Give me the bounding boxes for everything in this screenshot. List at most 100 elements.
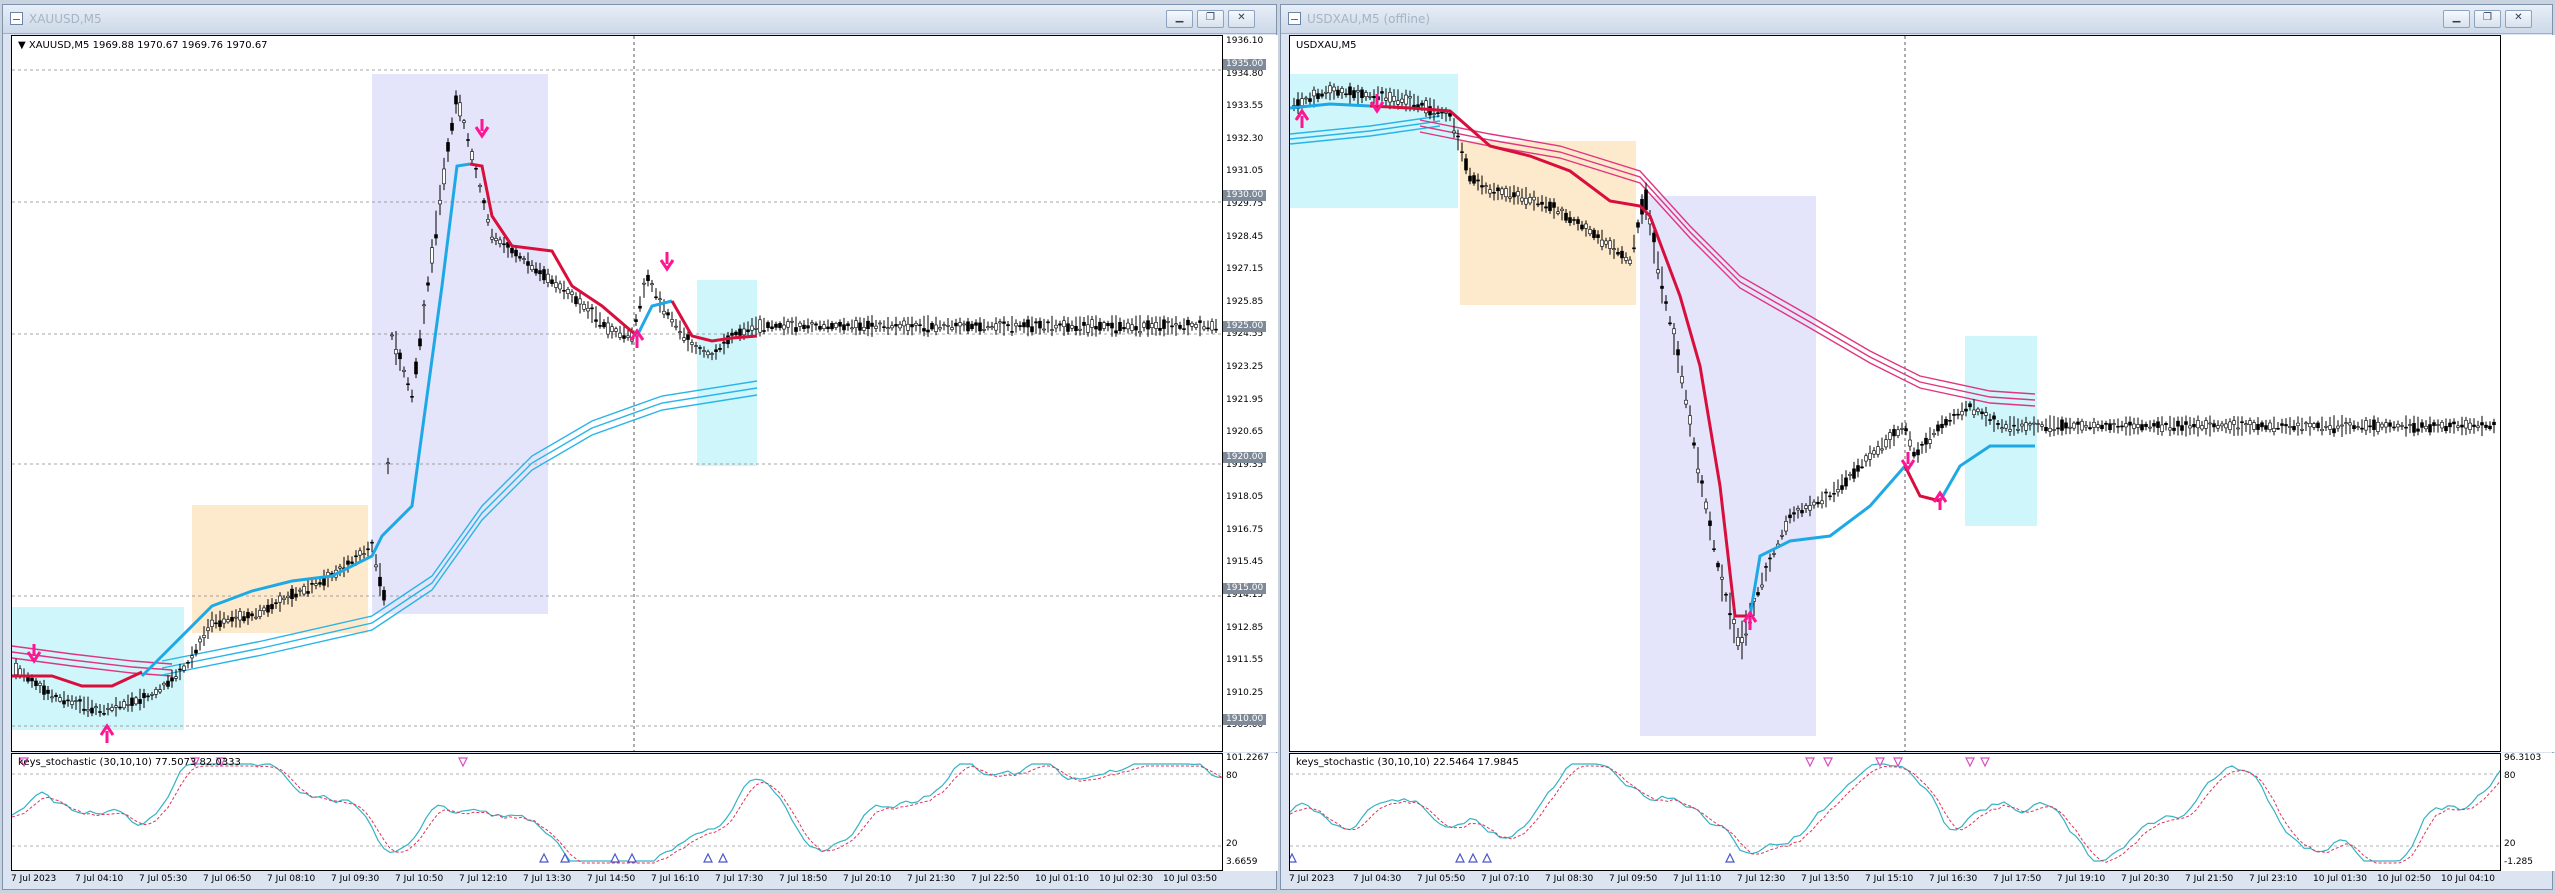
candle-body bbox=[442, 168, 446, 185]
time-label: 7 Jul 13:50 bbox=[1801, 874, 1850, 884]
candle-body bbox=[222, 618, 226, 624]
price-scale[interactable]: 1936.10 1934.80 1933.55 1932.30 1931.05 1929.… bbox=[1223, 35, 1278, 752]
time-label: 7 Jul 20:30 bbox=[2121, 874, 2170, 884]
chart-window-usdxau[interactable]: USDXAU,M5 (offline) ▁ ❐ ✕ USDXAU,M5 keys… bbox=[1280, 4, 2555, 890]
candle-body bbox=[1780, 535, 1784, 537]
highlight-zone bbox=[1460, 141, 1636, 305]
candle-body bbox=[1848, 473, 1852, 476]
candle-body bbox=[1552, 202, 1556, 208]
price-level-box: 1930.00 bbox=[1223, 190, 1267, 201]
candle-body bbox=[826, 326, 830, 330]
candle-body bbox=[510, 247, 514, 254]
candle-body bbox=[686, 334, 690, 340]
indicator-pane[interactable]: keys_stochastic (30,10,10) 22.5464 17.98… bbox=[1289, 753, 2501, 871]
candle-body bbox=[250, 613, 254, 617]
candle-body bbox=[2380, 423, 2384, 428]
candle-body bbox=[978, 322, 982, 332]
price-tick: 1932.30 bbox=[1226, 133, 1264, 144]
buy-arrow-icon bbox=[1294, 108, 1310, 121]
candle-body bbox=[1190, 322, 1194, 327]
candle-body bbox=[2296, 422, 2300, 426]
candle-body bbox=[558, 283, 562, 290]
time-label: 7 Jul 18:50 bbox=[779, 874, 828, 884]
candle-body bbox=[674, 325, 678, 328]
candle-body bbox=[294, 593, 298, 598]
time-axis[interactable]: 7 Jul 2023 7 Jul 04:30 7 Jul 05:50 7 Jul 07… bbox=[1289, 871, 2501, 889]
time-label: 7 Jul 12:30 bbox=[1737, 874, 1786, 884]
price-chart-canvas bbox=[1290, 36, 2496, 751]
candle-body bbox=[2372, 419, 2376, 430]
time-label: 7 Jul 08:30 bbox=[1545, 874, 1594, 884]
restore-button[interactable]: ❐ bbox=[2474, 10, 2501, 28]
candle-body bbox=[282, 597, 286, 600]
candle-body bbox=[1206, 327, 1210, 330]
candle-body bbox=[1074, 325, 1078, 332]
minimize-button[interactable]: ▁ bbox=[1166, 10, 1193, 28]
price-chart[interactable]: USDXAU,M5 bbox=[1289, 35, 2501, 752]
symbol-info: ▼ XAUUSD,M5 1969.88 1970.67 1969.76 1970… bbox=[18, 40, 268, 51]
time-label: 10 Jul 01:10 bbox=[1035, 874, 1089, 884]
candle-body bbox=[1464, 158, 1468, 171]
symbol-info: USDXAU,M5 bbox=[1296, 40, 1357, 51]
candle-body bbox=[1816, 501, 1820, 505]
indicator-pane[interactable]: keys_stochastic (30,10,10) 77.5073 82.03… bbox=[11, 753, 1223, 871]
candle-body bbox=[1912, 451, 1916, 457]
price-tick: 1933.55 bbox=[1226, 101, 1264, 112]
candle-body bbox=[446, 142, 450, 152]
window-titlebar[interactable]: USDXAU,M5 (offline) ▁ ❐ ✕ bbox=[1281, 5, 2552, 34]
candle-body bbox=[1596, 234, 1600, 238]
candle-body bbox=[1432, 113, 1436, 115]
candle-body bbox=[1564, 212, 1568, 221]
restore-button[interactable]: ❐ bbox=[1197, 10, 1224, 28]
candle-body bbox=[722, 341, 726, 344]
candle-body bbox=[126, 704, 130, 706]
candle-body bbox=[306, 591, 310, 594]
candle-body bbox=[66, 699, 70, 702]
chart-window-xauusd[interactable]: XAUUSD,M5 ▁ ❐ ✕ ▼ XAUUSD,M5 1969.88 1970… bbox=[2, 4, 1278, 890]
candle-body bbox=[122, 701, 126, 709]
candle-body bbox=[1852, 468, 1856, 479]
candle-body bbox=[962, 323, 966, 326]
price-tick: 1918.05 bbox=[1226, 492, 1264, 503]
candle-body bbox=[458, 102, 462, 117]
minimize-button[interactable]: ▁ bbox=[2443, 10, 2470, 28]
candle-body bbox=[1892, 429, 1896, 437]
window-titlebar[interactable]: XAUUSD,M5 ▁ ❐ ✕ bbox=[3, 5, 1276, 34]
candle-body bbox=[1812, 501, 1816, 506]
close-button[interactable]: ✕ bbox=[1228, 10, 1255, 28]
candle-body bbox=[574, 296, 578, 305]
candle-body bbox=[2280, 423, 2284, 426]
candle-body bbox=[358, 550, 362, 556]
price-scale[interactable] bbox=[2501, 35, 2555, 752]
candle-body bbox=[1400, 98, 1404, 103]
candle-body bbox=[1488, 189, 1492, 194]
candle-body bbox=[866, 320, 870, 330]
candle-body bbox=[94, 706, 98, 709]
time-label: 10 Jul 02:30 bbox=[1099, 874, 1153, 884]
close-button[interactable]: ✕ bbox=[2505, 10, 2532, 28]
candle-body bbox=[790, 320, 794, 323]
candle-body bbox=[1102, 322, 1106, 329]
candle-body bbox=[1348, 86, 1352, 96]
candle-body bbox=[2472, 424, 2476, 427]
candle-body bbox=[2152, 423, 2156, 427]
candle-body bbox=[2344, 422, 2348, 424]
candle-body bbox=[1444, 112, 1448, 114]
oversold-marker-icon bbox=[703, 852, 713, 863]
trailing-stop-line bbox=[1938, 444, 2035, 502]
candle-body bbox=[2420, 422, 2424, 428]
candle-body bbox=[2392, 426, 2396, 429]
candle-body bbox=[118, 706, 122, 709]
candle-body bbox=[230, 617, 234, 622]
candle-body bbox=[1920, 443, 1924, 446]
candle-body bbox=[1094, 326, 1098, 330]
candle-body bbox=[2024, 422, 2028, 431]
price-level-box: 1920.00 bbox=[1223, 452, 1267, 463]
time-axis[interactable]: 7 Jul 2023 7 Jul 04:10 7 Jul 05:30 7 Jul 06… bbox=[11, 871, 1223, 889]
candle-body bbox=[178, 668, 182, 671]
candle-body bbox=[1480, 185, 1484, 188]
candle-body bbox=[2324, 425, 2328, 428]
candle-body bbox=[1924, 437, 1928, 445]
candle-body bbox=[2076, 421, 2080, 425]
price-chart[interactable]: ▼ XAUUSD,M5 1969.88 1970.67 1969.76 1970… bbox=[11, 35, 1223, 752]
